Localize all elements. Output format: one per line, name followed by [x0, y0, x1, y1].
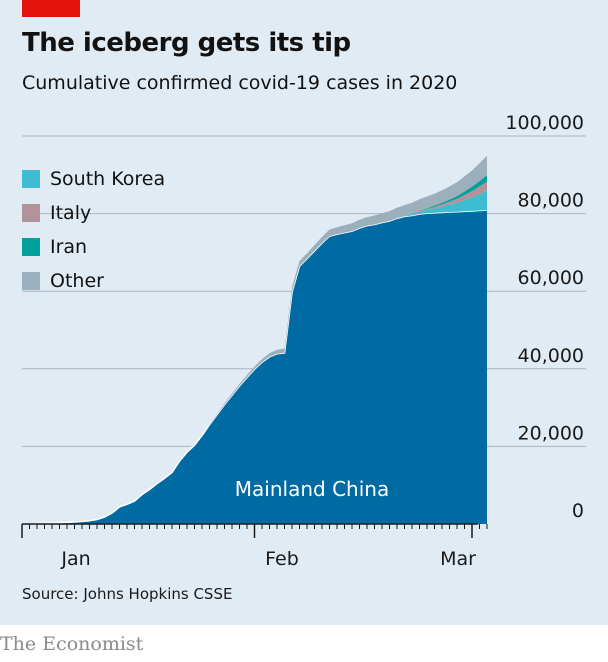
brand-tab [22, 0, 80, 17]
legend-label: South Korea [50, 168, 166, 190]
x-tick-label: Feb [265, 548, 299, 570]
legend-item-south-korea: South Korea [22, 162, 165, 196]
y-tick-label: 20,000 [518, 422, 584, 444]
area-layer [21, 155, 488, 525]
area-chart: 100,000 80,000 60,000 40,000 20,000 0 Jan Feb Ma… [21, 112, 586, 570]
legend-label: Other [50, 270, 104, 292]
legend-label: Iran [50, 236, 88, 258]
chart-subtitle: Cumulative confirmed covid-19 cases in 2… [22, 72, 458, 94]
legend-swatch-italy [22, 204, 40, 222]
brand-wordmark: The Economist [0, 633, 144, 655]
legend: South Korea Italy Iran Other [22, 162, 165, 298]
axis-layer: 100,000 80,000 60,000 40,000 20,000 0 Jan Feb Ma… [21, 112, 584, 570]
series-area-other [22, 155, 487, 525]
source-note: Source: Johns Hopkins CSSE [22, 585, 233, 603]
y-tick-label: 0 [572, 500, 584, 522]
legend-swatch-other [22, 272, 40, 290]
legend-item-italy: Italy [22, 196, 165, 230]
chart-title: The iceberg gets its tip [22, 28, 351, 58]
y-tick-label: 40,000 [518, 345, 584, 367]
series-area-mainland-china [22, 210, 487, 524]
y-tick-label: 60,000 [518, 267, 584, 289]
legend-label: Italy [50, 202, 92, 224]
annotation-mainland-china: Mainland China [235, 477, 389, 501]
legend-item-other: Other [22, 264, 165, 298]
x-tick-label: Mar [440, 548, 476, 570]
y-tick-label: 80,000 [518, 190, 584, 212]
legend-swatch-south-korea [22, 170, 40, 188]
legend-swatch-iran [22, 238, 40, 256]
y-tick-label: 100,000 [505, 112, 584, 134]
x-tick-label: Jan [60, 548, 90, 570]
legend-item-iran: Iran [22, 230, 165, 264]
